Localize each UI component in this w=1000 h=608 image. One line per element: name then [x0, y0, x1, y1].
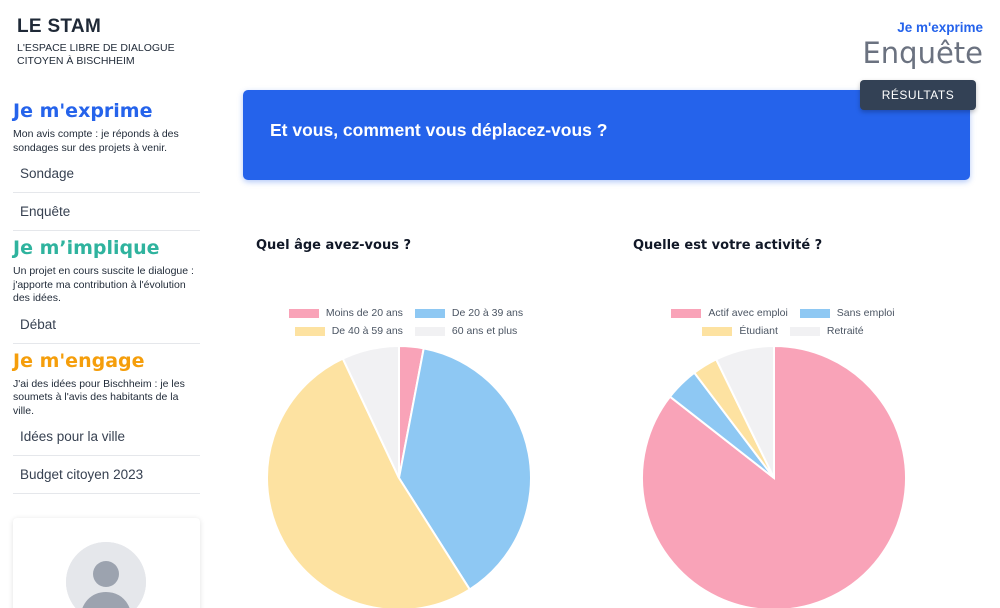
- chart-legend: Moins de 20 ans De 20 à 39 ans De 40 à 5…: [256, 304, 556, 340]
- legend-item[interactable]: De 40 à 59 ans: [294, 325, 403, 337]
- chart-title: Quel âge avez-vous ?: [256, 238, 412, 253]
- results-button[interactable]: RÉSULTATS: [860, 80, 976, 110]
- legend-item[interactable]: Moins de 20 ans: [288, 307, 403, 319]
- avatar-icon: [66, 542, 146, 608]
- section-title-je-m-implique[interactable]: Je m’implique: [13, 237, 160, 259]
- legend-item[interactable]: Retraité: [789, 325, 864, 337]
- section-description-je-m-exprime: Mon avis compte : je réponds à des sonda…: [13, 128, 179, 154]
- sidebar-item-budget-citoyen-2023[interactable]: Budget citoyen 2023: [13, 456, 200, 494]
- activity-pie: [641, 344, 907, 608]
- pie-slice[interactable]: [341, 344, 400, 479]
- brand-title: LE STAM: [17, 16, 102, 37]
- legend-item[interactable]: 60 ans et plus: [414, 325, 518, 337]
- brand-subtitle-line-1: L'ESPACE LIBRE DE DIALOGUE: [17, 42, 175, 54]
- section-title-je-m-engage[interactable]: Je m'engage: [13, 349, 145, 372]
- brand-subtitle-line-2: CITOYEN À BISCHHEIM: [17, 55, 135, 67]
- section-title-je-m-exprime[interactable]: Je m'exprime: [13, 100, 153, 122]
- chart-legend: Actif avec emploi Sans emploi Étudiant R…: [633, 304, 933, 340]
- question-text: Et vous, comment vous déplacez-vous ?: [270, 120, 608, 140]
- sidebar-item-sondage[interactable]: Sondage: [13, 155, 200, 193]
- activity-chart: Quelle est votre activité ? Actif avec e…: [633, 238, 933, 608]
- chart-title: Quelle est votre activité ?: [633, 238, 823, 253]
- legend-item[interactable]: Actif avec emploi: [671, 307, 788, 319]
- section-description-je-m-implique: Un projet en cours suscite le dialogue :…: [13, 265, 194, 304]
- legend-label: 60 ans et plus: [451, 325, 518, 337]
- page-title: Enquête: [862, 36, 983, 70]
- brand-subtitle: L'ESPACE LIBRE DE DIALOGUE CITOYEN À BIS…: [17, 42, 217, 68]
- profile-card: [13, 518, 200, 608]
- legend-label: De 20 à 39 ans: [451, 307, 524, 319]
- legend-item[interactable]: Étudiant: [702, 325, 778, 337]
- sidebar-item-idees-pour-la-ville[interactable]: Idées pour la ville: [13, 418, 200, 456]
- page-kicker: Je m'exprime: [897, 20, 983, 35]
- section-description-je-m-engage: J'ai des idées pour Bischheim : je les s…: [13, 377, 185, 417]
- sidebar-item-debat[interactable]: Débat: [13, 306, 200, 344]
- legend-label: Sans emploi: [836, 307, 895, 319]
- brand[interactable]: LE STAM L'ESPACE LIBRE DE DIALOGUE CITOY…: [17, 16, 217, 68]
- legend-item[interactable]: Sans emploi: [799, 307, 895, 319]
- question-banner: Et vous, comment vous déplacez-vous ?: [243, 90, 970, 180]
- age-pie: [266, 344, 532, 608]
- page-header: Je m'exprime Enquête: [862, 20, 983, 70]
- sidebar: Je m'exprime Mon avis compte : je répond…: [13, 98, 200, 494]
- sidebar-item-enquete[interactable]: Enquête: [13, 193, 200, 231]
- legend-label: De 40 à 59 ans: [331, 325, 403, 337]
- legend-label: Moins de 20 ans: [325, 307, 403, 319]
- pie-slice[interactable]: [714, 344, 775, 479]
- legend-label: Actif avec emploi: [708, 307, 788, 319]
- age-chart: Quel âge avez-vous ? Moins de 20 ans De …: [256, 238, 556, 608]
- legend-item[interactable]: De 20 à 39 ans: [414, 307, 524, 319]
- pie-slice[interactable]: [266, 357, 472, 608]
- legend-label: Retraité: [826, 325, 864, 337]
- legend-label: Étudiant: [739, 325, 778, 337]
